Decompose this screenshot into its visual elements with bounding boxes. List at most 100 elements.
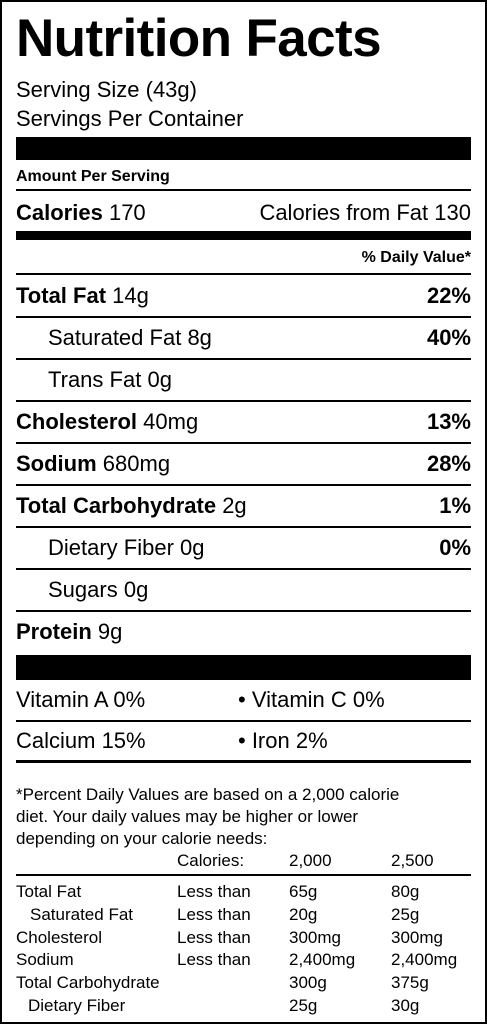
amount-per-serving: Amount Per Serving (16, 168, 170, 185)
nutrient-name: Trans Fat (48, 367, 142, 392)
ref-label: Sodium (16, 950, 74, 970)
thick-rule (16, 137, 471, 160)
calories-from-fat-label: Calories from Fat (259, 200, 429, 225)
vitamin-list: Vitamin A 0% • Vitamin C 0% Calcium 15% • … (16, 680, 471, 763)
ref-2000: 25g (289, 995, 318, 1015)
reference-row: Sodium Less than 2,400mg 2,400mg (16, 949, 471, 972)
ref-2500: 2,400mg (391, 950, 458, 970)
nutrient-name: Protein (16, 619, 92, 644)
ref-2000: 20g (289, 904, 318, 924)
footnote-line: diet. Your daily values may be higher or… (16, 807, 359, 826)
ref-2500: 375g (391, 973, 429, 993)
daily-value-header: % Daily Value* (361, 249, 471, 266)
ref-2500: 80g (391, 882, 420, 901)
ref-2500: 30g (391, 995, 420, 1015)
nutrient-row: Sodium 680mg 28% (16, 444, 471, 486)
nutrient-dv: 40% (426, 325, 471, 350)
footnote: *Percent Daily Values are based on a 2,0… (16, 784, 471, 850)
reference-row: Cholesterol Less than 300mg 300mg (16, 927, 471, 950)
nutrient: Sugars 0g (16, 577, 148, 603)
reference-header: Calories: 2,000 2,500 (16, 850, 471, 873)
ref-label: Total Carbohydrate (16, 973, 160, 993)
nutrient-amount: 0g (123, 577, 149, 602)
nutrient-row: Total Carbohydrate 2g 1% (16, 486, 471, 528)
nutrient-row: Protein 9g (16, 612, 471, 652)
nutrient-amount: 14g (112, 283, 149, 308)
nutrient-amount: 8g (187, 325, 212, 350)
vitamin: Calcium 15% (16, 728, 146, 753)
servings-per-container: Servings Per Container (16, 106, 244, 131)
ref-2500: 300mg (391, 927, 443, 947)
nutrient-dv: 0% (439, 535, 471, 560)
nutrient-row: Total Fat 14g 22% (16, 276, 471, 318)
nutrient-row: Cholesterol 40mg 13% (16, 402, 471, 444)
ref-label: Dietary Fiber (28, 995, 126, 1015)
nutrient: Dietary Fiber 0g (16, 535, 205, 561)
nutrient-amount: 9g (97, 619, 123, 644)
calories-2500: 2,500 (391, 851, 434, 870)
serving-size: Serving Size (43g) (16, 77, 197, 102)
rule (16, 273, 471, 275)
reference-header-row: Calories: 2,000 2,500 (16, 850, 471, 873)
ref-limit: Less than (177, 927, 251, 947)
calories-header: Calories: (177, 851, 245, 870)
ref-label: Saturated Fat (30, 904, 134, 924)
calories-row: Calories 170 Calories from Fat 130 (16, 201, 471, 225)
thick-rule (16, 655, 471, 680)
ref-2000: 65g (289, 882, 318, 901)
nutrient-amount: 40mg (143, 409, 199, 434)
reference-row: Saturated Fat Less than 20g 25g (16, 904, 471, 927)
nutrient-amount: 680mg (102, 451, 171, 476)
nutrient: Total Carbohydrate 2g (16, 493, 247, 519)
calories-value: 170 (108, 200, 146, 225)
reference-row: Total Fat Less than 65g 80g (16, 881, 471, 904)
nutrient-amount: 0g (147, 367, 172, 392)
reference-row: Dietary Fiber 25g 30g (16, 995, 471, 1018)
nutrient: Saturated Fat 8g (16, 325, 212, 351)
reference-row: Total Carbohydrate 300g 375g (16, 972, 471, 995)
vitamin-row: Vitamin A 0% • Vitamin C 0% (16, 680, 471, 722)
nutrient-amount: 0g (180, 535, 205, 560)
ref-2000: 300mg (289, 927, 341, 947)
nutrient-name: Sodium (16, 451, 97, 476)
nutrient: Sodium 680mg (16, 451, 170, 477)
nutrient-dv: 13% (426, 409, 471, 434)
calories-from-fat: Calories from Fat 130 (259, 201, 471, 225)
nutrient-row: Trans Fat 0g (16, 360, 471, 402)
reference-table: Total Fat Less than 65g 80g Saturated Fat Le… (16, 881, 471, 1018)
nutrient-list: Total Fat 14g 22% Saturated Fat 8g 40% Tra… (16, 276, 471, 652)
nutrient-dv: 28% (426, 451, 471, 476)
vitamin: • Vitamin C 0% (238, 687, 385, 712)
vitamin: Vitamin A 0% (16, 687, 146, 712)
calories-2000: 2,000 (289, 851, 332, 870)
nutrient: Protein 9g (16, 619, 122, 645)
vitamin-row: Calcium 15% • Iron 2% (16, 722, 471, 763)
ref-limit: Less than (177, 882, 251, 901)
rule (16, 189, 471, 191)
nutrient-row: Dietary Fiber 0g 0% (16, 528, 471, 570)
vitamin: • Iron 2% (238, 728, 328, 753)
nutrient-name: Total Fat (16, 283, 107, 308)
nutrient-row: Sugars 0g (16, 570, 471, 612)
nutrient-row: Saturated Fat 8g 40% (16, 318, 471, 360)
footnote-line: *Percent Daily Values are based on a 2,0… (16, 785, 400, 804)
nutrient: Cholesterol 40mg (16, 409, 198, 435)
calories: Calories 170 (16, 201, 146, 225)
nutrient-name: Total Carbohydrate (16, 493, 217, 518)
nutrient-name: Dietary Fiber (48, 535, 174, 560)
ref-label: Total Fat (16, 882, 82, 901)
title: Nutrition Facts (16, 9, 382, 68)
nutrient-dv: 1% (439, 493, 471, 518)
ref-2000: 2,400mg (289, 950, 356, 970)
nutrient-name: Saturated Fat (48, 325, 182, 350)
footnote-line: depending on your calorie needs: (16, 829, 268, 848)
calories-label: Calories (16, 200, 103, 225)
rule (16, 874, 471, 876)
calories-from-fat-value: 130 (434, 200, 471, 225)
medium-rule (16, 231, 471, 240)
nutrient-dv: 22% (426, 283, 471, 308)
ref-limit: Less than (177, 950, 251, 970)
